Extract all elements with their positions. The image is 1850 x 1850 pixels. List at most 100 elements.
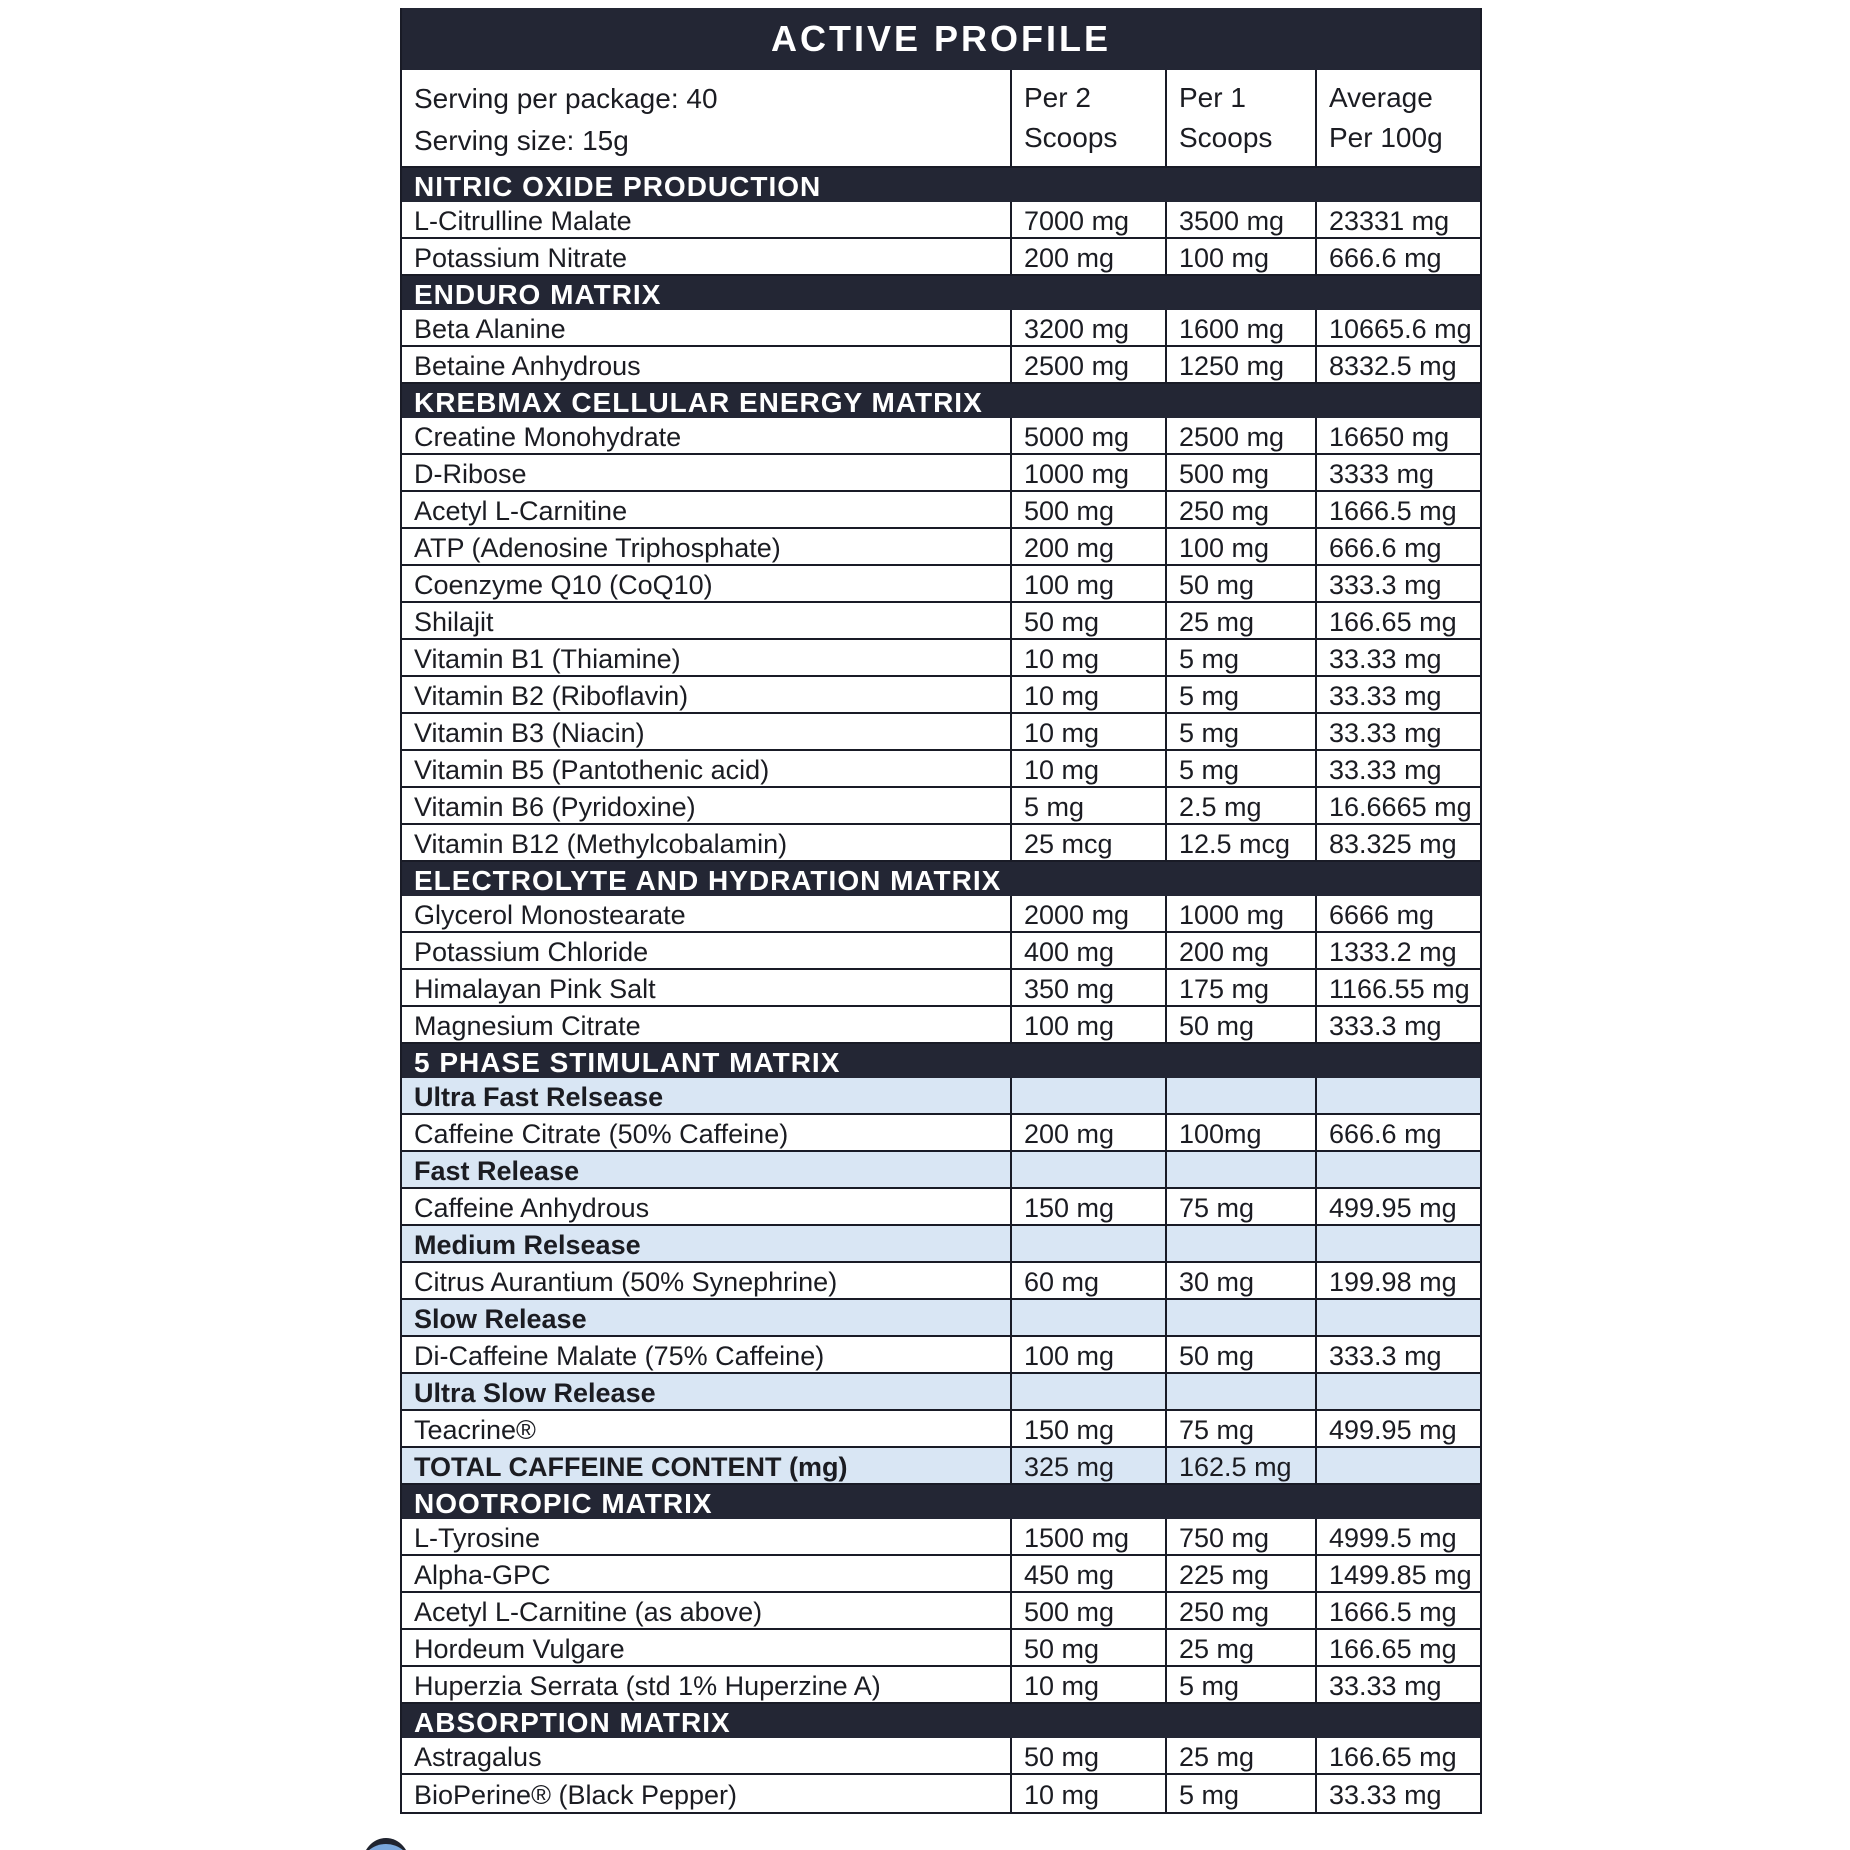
per-1-scoops-value: 5 mg	[1165, 1775, 1315, 1812]
per-2-scoops-value: 350 mg	[1010, 970, 1165, 1005]
logo-fragment	[362, 1838, 410, 1850]
per-1-scoops-value: 25 mg	[1165, 1630, 1315, 1665]
per-1-scoops-value: 100mg	[1165, 1115, 1315, 1150]
ingredient-row: Himalayan Pink Salt 350 mg 175 mg 1166.55 m…	[402, 970, 1480, 1007]
per-2-scoops-value: 60 mg	[1010, 1263, 1165, 1298]
ingredient-name: Alpha-GPC	[414, 1560, 551, 1590]
section-header-row: NITRIC OXIDE PRODUCTION	[402, 168, 1480, 202]
average-per-100g-value: 333.3 mg	[1315, 1007, 1480, 1042]
ingredient-row: Acetyl L-Carnitine 500 mg 250 mg 1666.5 mg	[402, 492, 1480, 529]
ingredient-name: Creatine Monohydrate	[414, 422, 682, 452]
ingredient-name: Shilajit	[414, 607, 494, 637]
section-title: NOOTROPIC MATRIX	[414, 1487, 713, 1519]
ingredient-row: Glycerol Monostearate 2000 mg 1000 mg 6666 …	[402, 896, 1480, 933]
per-2-scoops-value: 10 mg	[1010, 1775, 1165, 1812]
average-per-100g-value: 23331 mg	[1315, 202, 1480, 237]
average-per-100g-value: 33.33 mg	[1315, 714, 1480, 749]
ingredient-row: Vitamin B12 (Methylcobalamin) 25 mcg 12.5 …	[402, 825, 1480, 862]
ingredient-row: BioPerine® (Black Pepper) 10 mg 5 mg 33.33 …	[402, 1775, 1480, 1812]
average-per-100g-value: 10665.6 mg	[1315, 310, 1480, 345]
per-1-scoops-value: 225 mg	[1165, 1556, 1315, 1591]
section-title: ENDURO MATRIX	[414, 278, 662, 310]
per-2-scoops-value: 200 mg	[1010, 1115, 1165, 1150]
table-header-row: Serving per package: 40 Serving size: 15…	[402, 70, 1480, 168]
ingredient-row: Creatine Monohydrate 5000 mg 2500 mg 16650 …	[402, 418, 1480, 455]
ingredient-name: Vitamin B2 (Riboflavin)	[414, 681, 689, 711]
ingredient-name: Acetyl L-Carnitine	[414, 496, 628, 526]
average-per-100g-value: 333.3 mg	[1315, 1337, 1480, 1372]
ingredient-name: Caffeine Anhydrous	[414, 1193, 650, 1223]
ingredient-row: Beta Alanine 3200 mg 1600 mg 10665.6 mg	[402, 310, 1480, 347]
ingredient-name: BioPerine® (Black Pepper)	[414, 1780, 738, 1810]
release-phase-row: Ultra Fast Relsease	[402, 1078, 1480, 1115]
ingredient-row: Hordeum Vulgare 50 mg 25 mg 166.65 mg	[402, 1630, 1480, 1667]
ingredient-row: Vitamin B5 (Pantothenic acid) 10 mg 5 mg 33…	[402, 751, 1480, 788]
section-title: 5 PHASE STIMULANT MATRIX	[414, 1046, 841, 1078]
per-1-scoops-value	[1165, 1078, 1315, 1113]
per-2-scoops-value: 5 mg	[1010, 788, 1165, 823]
average-per-100g-value	[1315, 1226, 1480, 1261]
per-1-scoops-value: 162.5 mg	[1165, 1448, 1315, 1483]
ingredient-name: Magnesium Citrate	[414, 1011, 641, 1041]
per-2-scoops-value: 10 mg	[1010, 714, 1165, 749]
per-1-scoops-value: 12.5 mcg	[1165, 825, 1315, 860]
ingredient-name: Coenzyme Q10 (CoQ10)	[414, 570, 713, 600]
ingredient-row: Acetyl L-Carnitine (as above) 500 mg 250 m…	[402, 1593, 1480, 1630]
per-2-scoops-value: 10 mg	[1010, 751, 1165, 786]
per-2-scoops-value: 7000 mg	[1010, 202, 1165, 237]
section-title: ELECTROLYTE AND HYDRATION MATRIX	[414, 864, 1002, 896]
ingredient-name: ATP (Adenosine Triphosphate)	[414, 533, 781, 563]
average-per-100g-value: 83.325 mg	[1315, 825, 1480, 860]
average-per-100g-value: 499.95 mg	[1315, 1189, 1480, 1224]
ingredient-row: Shilajit 50 mg 25 mg 166.65 mg	[402, 603, 1480, 640]
per-2-scoops-value: 500 mg	[1010, 1593, 1165, 1628]
ingredient-name: Vitamin B5 (Pantothenic acid)	[414, 755, 770, 785]
per-1-scoops-value: 175 mg	[1165, 970, 1315, 1005]
release-phase-row: Ultra Slow Release	[402, 1374, 1480, 1411]
average-per-100g-value: 1666.5 mg	[1315, 1593, 1480, 1628]
per-1-scoops-value: 1600 mg	[1165, 310, 1315, 345]
per-1-scoops-value: 25 mg	[1165, 1738, 1315, 1773]
ingredient-name: Ultra Slow Release	[414, 1378, 656, 1408]
ingredient-row: Vitamin B3 (Niacin) 10 mg 5 mg 33.33 mg	[402, 714, 1480, 751]
ingredient-row: Vitamin B2 (Riboflavin) 10 mg 5 mg 33.33 mg	[402, 677, 1480, 714]
ingredient-row: Caffeine Anhydrous 150 mg 75 mg 499.95 mg	[402, 1189, 1480, 1226]
per-1-scoops-value: 200 mg	[1165, 933, 1315, 968]
section-header-row: ELECTROLYTE AND HYDRATION MATRIX	[402, 862, 1480, 896]
per-2-scoops-value: 2000 mg	[1010, 896, 1165, 931]
ingredient-name: Hordeum Vulgare	[414, 1634, 625, 1664]
per-1-scoops-value: 100 mg	[1165, 239, 1315, 274]
per-1-scoops-value: 250 mg	[1165, 492, 1315, 527]
average-per-100g-value: 199.98 mg	[1315, 1263, 1480, 1298]
section-title: KREBMAX CELLULAR ENERGY MATRIX	[414, 386, 983, 418]
ingredient-row: Huperzia Serrata (std 1% Huperzine A) 10 …	[402, 1667, 1480, 1704]
per-2-scoops-value	[1010, 1152, 1165, 1187]
per-1-scoops-value	[1165, 1300, 1315, 1335]
per-1-scoops-value: 750 mg	[1165, 1519, 1315, 1554]
per-1-scoops-value: 30 mg	[1165, 1263, 1315, 1298]
ingredient-name: L-Citrulline Malate	[414, 206, 632, 236]
ingredient-name: Potassium Nitrate	[414, 243, 628, 273]
table-title: ACTIVE PROFILE	[402, 8, 1480, 70]
ingredient-row: Caffeine Citrate (50% Caffeine) 200 mg 100…	[402, 1115, 1480, 1152]
average-per-100g-value: 333.3 mg	[1315, 566, 1480, 601]
per-2-scoops-value: 1000 mg	[1010, 455, 1165, 490]
per-2-scoops-value: 100 mg	[1010, 1337, 1165, 1372]
per-1-scoops-value: 50 mg	[1165, 1337, 1315, 1372]
column-header-average-per-100g: Average Per 100g	[1315, 70, 1480, 166]
average-per-100g-value	[1315, 1374, 1480, 1409]
ingredient-row: ATP (Adenosine Triphosphate) 200 mg 100 mg…	[402, 529, 1480, 566]
per-2-scoops-value: 450 mg	[1010, 1556, 1165, 1591]
column-header-per-1-scoops: Per 1 Scoops	[1165, 70, 1315, 166]
ingredient-name: Di-Caffeine Malate (75% Caffeine)	[414, 1341, 825, 1371]
ingredient-name: D-Ribose	[414, 459, 527, 489]
ingredient-name: Fast Release	[414, 1156, 580, 1186]
ingredient-row: L-Citrulline Malate 7000 mg 3500 mg 23331 m…	[402, 202, 1480, 239]
average-per-100g-value: 499.95 mg	[1315, 1411, 1480, 1446]
per-2-scoops-value: 10 mg	[1010, 640, 1165, 675]
ingredient-row: Di-Caffeine Malate (75% Caffeine) 100 mg 5…	[402, 1337, 1480, 1374]
per-2-scoops-value: 50 mg	[1010, 1630, 1165, 1665]
average-per-100g-value	[1315, 1152, 1480, 1187]
per-2-scoops-value: 50 mg	[1010, 1738, 1165, 1773]
